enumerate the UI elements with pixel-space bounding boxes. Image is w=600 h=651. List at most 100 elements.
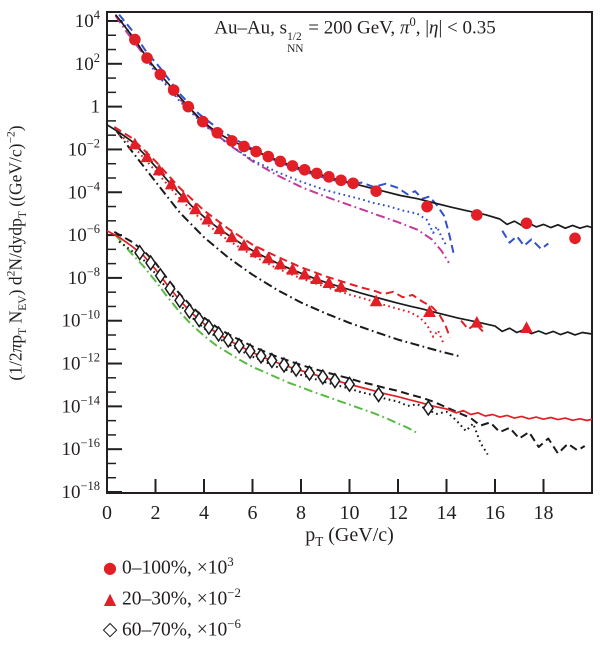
data-point-diamond <box>290 360 302 378</box>
x-tick-label: 12 <box>388 502 408 524</box>
data-point-triangle <box>369 294 383 307</box>
title-sup: 1/2 <box>287 30 302 43</box>
curve-20-30pct-x1e-2-dashdot <box>115 130 459 357</box>
pi-sup: 0 <box>409 15 416 29</box>
data-point-circle <box>262 150 275 163</box>
data-point-triangle <box>140 150 154 163</box>
title-t4: | < 0.35 <box>438 17 496 39</box>
data-point-diamond <box>203 318 215 336</box>
legend-item-60-70: ◇ 60–70%, ×10−6 <box>98 617 241 641</box>
series-20-30pct-x1e-2 <box>107 124 592 357</box>
x-tick-label: 16 <box>485 502 505 524</box>
data-point-circle <box>471 209 483 221</box>
data-point-circle <box>154 68 167 81</box>
data-point-diamond <box>183 302 196 320</box>
plot-title: Au–Au, s 1/2 NN = 200 GeV, π0, |η| < 0.35 <box>120 15 590 56</box>
open-diamond-icon: ◇ <box>102 618 118 640</box>
data-point-circle <box>520 217 533 230</box>
data-point-triangle <box>128 137 142 150</box>
y-tick-label: 1 <box>91 97 101 118</box>
data-point-triangle <box>470 315 484 328</box>
data-point-circle <box>211 126 224 139</box>
data-point-diamond <box>303 364 316 382</box>
data-point-circle <box>298 163 311 176</box>
data-point-circle <box>310 167 323 180</box>
legend-text: 60–70%, ×10 <box>122 619 228 641</box>
data-point-triangle <box>322 276 336 289</box>
data-point-diamond <box>174 292 186 309</box>
eta-symbol: η <box>429 17 439 39</box>
curve-60-70pct-x1e-6-dashed <box>113 231 586 455</box>
x-tick-label: 6 <box>248 502 258 524</box>
data-point-diamond <box>255 347 267 365</box>
data-point-circle <box>421 200 433 213</box>
x-tick-label: 2 <box>151 502 161 524</box>
snn-stack: 1/2 NN <box>287 30 304 56</box>
data-point-triangle <box>520 321 533 334</box>
data-point-diamond <box>244 342 256 360</box>
filled-circle-icon: ● <box>103 557 117 577</box>
data-point-diamond <box>343 376 356 393</box>
legend-label: 0–100%, ×103 <box>122 555 234 580</box>
data-point-triangle <box>423 305 436 317</box>
x-tick-label: 4 <box>199 502 209 524</box>
data-point-diamond <box>372 386 385 403</box>
ylabel-sub: T <box>16 327 29 335</box>
ylabel-sup: −2 <box>5 131 18 144</box>
data-point-triangle <box>249 245 263 258</box>
data-point-circle <box>196 115 209 128</box>
ylabel-sub: EV <box>16 295 29 311</box>
ylabel-part: (1/2 <box>5 352 26 381</box>
x-tick-label: 14 <box>437 502 457 524</box>
data-point-triangle <box>298 267 312 280</box>
data-point-circle <box>569 232 581 245</box>
data-point-circle <box>335 174 347 187</box>
ylabel-part: ((GeV/c) <box>5 143 26 212</box>
legend-text: 20–30%, ×10 <box>122 588 228 610</box>
x-tick-label: 18 <box>534 502 554 524</box>
data-point-circle <box>226 135 238 147</box>
filled-triangle-icon: ▲ <box>103 588 117 608</box>
series-0-100pct-x1e3 <box>114 13 592 264</box>
y-tick-label: 10−2 <box>68 136 100 160</box>
legend: ● 0–100%, ×103 ▲ 20–30%, ×10−2 ◇ 60–70%,… <box>98 555 241 649</box>
legend-item-20-30: ▲ 20–30%, ×10−2 <box>98 586 241 610</box>
data-point-diamond <box>278 356 290 374</box>
title-sub: NN <box>287 42 304 55</box>
curve-0-100pct-x1e3-dashed <box>501 230 549 250</box>
data-point-circle <box>182 100 195 113</box>
data-point-triangle <box>176 190 190 203</box>
curve-20-30pct-x1e-2-dashed <box>113 126 452 339</box>
x-tick-label: 0 <box>102 502 112 524</box>
data-point-diamond <box>233 337 245 355</box>
data-point-triangle <box>225 230 239 243</box>
y-tick-label: 10−4 <box>68 179 101 203</box>
y-tick-label: 10−12 <box>61 351 100 375</box>
data-point-triangle <box>152 163 166 176</box>
xlabel-part: (GeV/c) <box>323 524 394 546</box>
data-point-diamond <box>145 254 157 272</box>
x-tick-label: 8 <box>296 502 306 524</box>
data-point-triangle <box>189 202 202 215</box>
data-point-diamond <box>212 325 225 343</box>
data-point-triangle <box>334 280 348 292</box>
legend-exp: 3 <box>227 555 234 570</box>
data-point-triangle <box>310 272 324 284</box>
ylabel-sub: T <box>16 211 29 219</box>
data-point-diamond <box>222 331 234 349</box>
y-tick-label: 102 <box>75 51 100 75</box>
data-point-triangle <box>286 262 299 275</box>
data-point-circle <box>347 177 359 190</box>
series-60-70pct-x1e-6 <box>107 230 592 456</box>
plot-frame <box>106 11 593 494</box>
ylabel-part: N/dydp <box>5 218 26 271</box>
curve-20-30pct-x1e-2-dotted <box>118 133 444 343</box>
title-mid: = 200 GeV, <box>303 17 400 39</box>
data-point-circle <box>167 84 180 96</box>
y-tick-label: 10−8 <box>68 265 100 289</box>
data-point-triangle <box>213 222 227 235</box>
data-point-diamond <box>134 244 146 261</box>
data-point-diamond <box>193 311 205 328</box>
data-point-diamond <box>422 399 434 417</box>
